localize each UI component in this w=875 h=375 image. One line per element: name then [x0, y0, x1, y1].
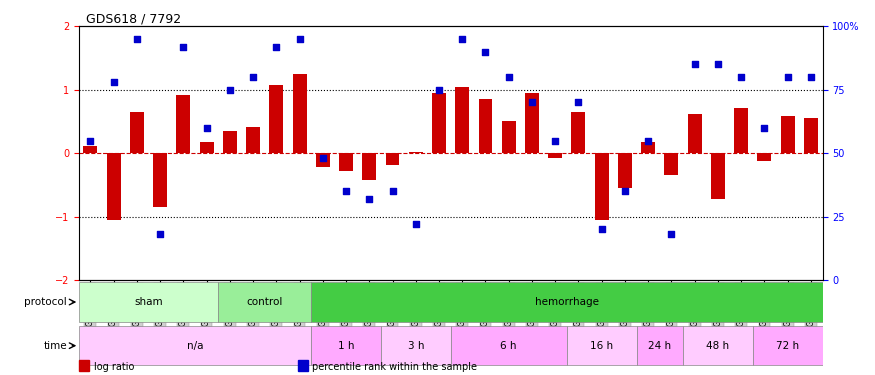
Point	[501, 74, 515, 80]
Bar	[83, 146, 97, 153]
Text: n/a: n/a	[186, 340, 203, 351]
Bar	[153, 153, 167, 207]
Text: hemorrhage: hemorrhage	[535, 297, 598, 307]
Text: 1 h: 1 h	[338, 340, 354, 351]
Point	[664, 231, 678, 237]
Bar	[177, 95, 191, 153]
Bar	[571, 112, 585, 153]
FancyBboxPatch shape	[451, 326, 567, 365]
Point	[571, 99, 585, 105]
Bar	[340, 153, 353, 171]
Point	[362, 196, 376, 202]
Point	[549, 138, 563, 144]
Bar	[292, 74, 306, 153]
FancyBboxPatch shape	[683, 326, 752, 365]
Text: 72 h: 72 h	[776, 340, 799, 351]
Bar	[316, 153, 330, 167]
Text: GDS618 / 7792: GDS618 / 7792	[86, 12, 181, 25]
Bar	[223, 131, 237, 153]
Point	[386, 188, 400, 194]
Point	[595, 226, 609, 232]
FancyBboxPatch shape	[218, 282, 312, 322]
Point	[409, 221, 423, 227]
Bar	[780, 116, 794, 153]
Text: 48 h: 48 h	[706, 340, 730, 351]
Text: sham: sham	[134, 297, 163, 307]
Point	[316, 155, 330, 161]
Point	[223, 87, 237, 93]
Bar	[386, 153, 400, 165]
Bar	[711, 153, 724, 199]
Bar	[200, 142, 214, 153]
Point	[455, 36, 469, 42]
Bar	[107, 153, 121, 220]
Point	[641, 138, 655, 144]
Bar	[362, 153, 376, 180]
Text: time: time	[44, 340, 67, 351]
Point	[200, 125, 214, 131]
Point	[734, 74, 748, 80]
Text: control: control	[247, 297, 283, 307]
Bar	[409, 152, 423, 153]
Text: 3 h: 3 h	[408, 340, 424, 351]
Bar	[664, 153, 678, 176]
FancyBboxPatch shape	[381, 326, 451, 365]
Bar	[804, 118, 818, 153]
Point	[130, 36, 144, 42]
FancyBboxPatch shape	[312, 326, 381, 365]
Bar	[525, 93, 539, 153]
Bar	[595, 153, 609, 220]
Point	[525, 99, 539, 105]
Bar	[246, 126, 260, 153]
Point	[618, 188, 632, 194]
Point	[804, 74, 818, 80]
Text: 16 h: 16 h	[590, 340, 613, 351]
Point	[339, 188, 353, 194]
Point	[292, 36, 306, 42]
FancyBboxPatch shape	[312, 282, 822, 322]
Point	[432, 87, 446, 93]
Point	[688, 62, 702, 68]
Bar	[130, 112, 144, 153]
FancyBboxPatch shape	[79, 326, 312, 365]
Point	[780, 74, 794, 80]
Point	[479, 49, 493, 55]
Bar	[549, 153, 563, 158]
Bar	[734, 108, 748, 153]
Text: percentile rank within the sample: percentile rank within the sample	[312, 362, 478, 372]
Bar	[432, 93, 446, 153]
Point	[758, 125, 772, 131]
Bar	[455, 87, 469, 153]
Bar	[641, 142, 655, 153]
Point	[246, 74, 260, 80]
Point	[270, 44, 284, 50]
Bar	[479, 99, 493, 153]
Point	[153, 231, 167, 237]
Bar	[618, 153, 632, 188]
Bar	[758, 153, 772, 161]
Bar	[688, 114, 702, 153]
Point	[177, 44, 191, 50]
FancyBboxPatch shape	[637, 326, 683, 365]
FancyBboxPatch shape	[79, 282, 218, 322]
FancyBboxPatch shape	[567, 326, 637, 365]
Bar	[270, 85, 284, 153]
FancyBboxPatch shape	[752, 326, 822, 365]
Point	[83, 138, 97, 144]
Bar	[501, 122, 515, 153]
Text: log ratio: log ratio	[94, 362, 134, 372]
Text: protocol: protocol	[24, 297, 67, 307]
Text: 6 h: 6 h	[500, 340, 517, 351]
Point	[107, 79, 121, 85]
Text: 24 h: 24 h	[648, 340, 671, 351]
Point	[710, 62, 724, 68]
